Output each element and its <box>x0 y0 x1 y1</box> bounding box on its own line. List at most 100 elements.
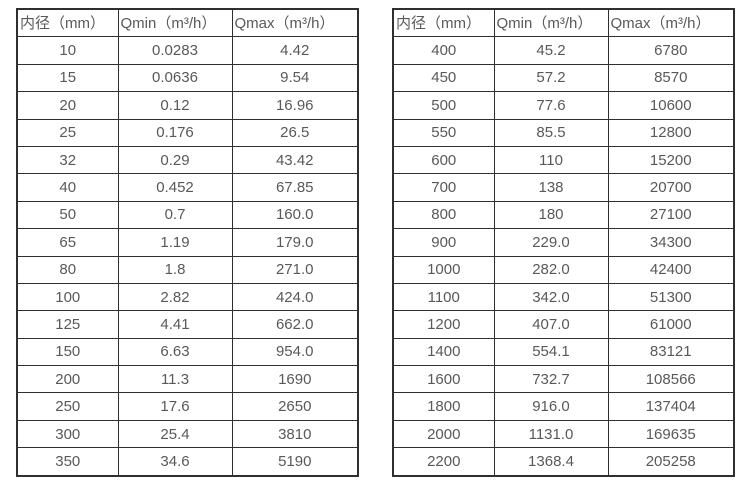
qmin-cell: 342.0 <box>493 282 609 312</box>
table-row: 1600 732.7 108566 <box>392 365 735 394</box>
qmin-cell: 45.2 <box>493 36 609 65</box>
table-row: 1400 554.1 83121 <box>392 337 735 367</box>
table-row: 500 77.6 10600 <box>392 91 735 120</box>
table-body: 400 45.2 6780 450 57.2 8570 500 77.6 10600 550 85.… <box>392 36 735 477</box>
table-row: 15 0.0636 9.54 <box>16 63 359 93</box>
qmax-cell: 1690 <box>231 365 359 394</box>
diameter-cell: 250 <box>16 392 119 421</box>
qmin-cell: 282.0 <box>493 255 609 284</box>
diameter-cell: 1600 <box>392 365 495 394</box>
header-row: 内径（mm） Qmin（m³/h） Qmax（m³/h） <box>16 8 359 38</box>
diameter-cell: 1000 <box>392 255 495 284</box>
flow-table-small-diameters: 内径（mm） Qmin（m³/h） Qmax（m³/h） 10 0.0283 4.42 1… <box>16 8 359 477</box>
diameter-cell: 100 <box>16 282 119 312</box>
qmin-cell: 1131.0 <box>493 419 609 449</box>
qmin-cell: 554.1 <box>493 337 609 367</box>
qmax-cell: 27100 <box>607 200 735 230</box>
qmin-cell: 4.41 <box>117 310 233 339</box>
table-row: 800 180 27100 <box>392 200 735 230</box>
table-row: 350 34.6 5190 <box>16 447 359 477</box>
column-header-qmax: Qmax（m³/h） <box>607 8 735 38</box>
qmin-cell: 11.3 <box>117 365 233 394</box>
qmin-cell: 85.5 <box>493 118 609 147</box>
qmin-cell: 0.0283 <box>117 36 233 65</box>
diameter-cell: 700 <box>392 173 495 202</box>
diameter-cell: 500 <box>392 91 495 120</box>
table-row: 2000 1131.0 169635 <box>392 419 735 449</box>
qmax-cell: 137404 <box>607 392 735 421</box>
qmax-cell: 205258 <box>607 447 735 477</box>
diameter-cell: 125 <box>16 310 119 339</box>
table-row: 600 110 15200 <box>392 145 735 175</box>
qmin-cell: 229.0 <box>493 228 609 257</box>
diameter-cell: 50 <box>16 200 119 230</box>
qmax-cell: 3810 <box>231 419 359 449</box>
diameter-cell: 200 <box>16 365 119 394</box>
qmin-cell: 34.6 <box>117 447 233 477</box>
qmax-cell: 83121 <box>607 337 735 367</box>
qmin-cell: 916.0 <box>493 392 609 421</box>
table-row: 25 0.176 26.5 <box>16 118 359 147</box>
diameter-cell: 65 <box>16 228 119 257</box>
diameter-cell: 1200 <box>392 310 495 339</box>
diameter-cell: 400 <box>392 36 495 65</box>
qmax-cell: 16.96 <box>231 91 359 120</box>
table-row: 32 0.29 43.42 <box>16 145 359 175</box>
qmax-cell: 424.0 <box>231 282 359 312</box>
qmin-cell: 407.0 <box>493 310 609 339</box>
qmax-cell: 61000 <box>607 310 735 339</box>
qmax-cell: 271.0 <box>231 255 359 284</box>
diameter-cell: 80 <box>16 255 119 284</box>
qmin-cell: 732.7 <box>493 365 609 394</box>
diameter-cell: 1100 <box>392 282 495 312</box>
table-row: 550 85.5 12800 <box>392 118 735 147</box>
table-header: 内径（mm） Qmin（m³/h） Qmax（m³/h） <box>392 8 735 38</box>
qmax-cell: 6780 <box>607 36 735 65</box>
table-row: 200 11.3 1690 <box>16 365 359 394</box>
qmin-cell: 110 <box>493 145 609 175</box>
qmax-cell: 34300 <box>607 228 735 257</box>
diameter-cell: 25 <box>16 118 119 147</box>
table-row: 250 17.6 2650 <box>16 392 359 421</box>
column-header-qmax: Qmax（m³/h） <box>231 8 359 38</box>
qmax-cell: 179.0 <box>231 228 359 257</box>
diameter-cell: 150 <box>16 337 119 367</box>
qmax-cell: 5190 <box>231 447 359 477</box>
diameter-cell: 40 <box>16 173 119 202</box>
qmin-cell: 0.29 <box>117 145 233 175</box>
qmax-cell: 43.42 <box>231 145 359 175</box>
qmax-cell: 67.85 <box>231 173 359 202</box>
qmax-cell: 2650 <box>231 392 359 421</box>
qmax-cell: 160.0 <box>231 200 359 230</box>
column-header-qmin: Qmin（m³/h） <box>117 8 233 38</box>
diameter-cell: 10 <box>16 36 119 65</box>
diameter-cell: 800 <box>392 200 495 230</box>
diameter-cell: 900 <box>392 228 495 257</box>
qmax-cell: 51300 <box>607 282 735 312</box>
table-row: 1800 916.0 137404 <box>392 392 735 421</box>
qmax-cell: 662.0 <box>231 310 359 339</box>
qmin-cell: 138 <box>493 173 609 202</box>
qmax-cell: 26.5 <box>231 118 359 147</box>
column-header-diameter: 内径（mm） <box>392 8 495 38</box>
qmin-cell: 0.7 <box>117 200 233 230</box>
table-row: 300 25.4 3810 <box>16 419 359 449</box>
diameter-cell: 2000 <box>392 419 495 449</box>
qmax-cell: 20700 <box>607 173 735 202</box>
table-row: 1100 342.0 51300 <box>392 282 735 312</box>
diameter-cell: 32 <box>16 145 119 175</box>
table-row: 40 0.452 67.85 <box>16 173 359 202</box>
column-header-qmin: Qmin（m³/h） <box>493 8 609 38</box>
diameter-cell: 550 <box>392 118 495 147</box>
diameter-cell: 600 <box>392 145 495 175</box>
qmin-cell: 1.19 <box>117 228 233 257</box>
diameter-cell: 1400 <box>392 337 495 367</box>
column-header-diameter: 内径（mm） <box>16 8 119 38</box>
qmax-cell: 4.42 <box>231 36 359 65</box>
diameter-cell: 350 <box>16 447 119 477</box>
qmax-cell: 8570 <box>607 63 735 93</box>
qmax-cell: 10600 <box>607 91 735 120</box>
qmin-cell: 17.6 <box>117 392 233 421</box>
qmax-cell: 9.54 <box>231 63 359 93</box>
table-header: 内径（mm） Qmin（m³/h） Qmax（m³/h） <box>16 8 359 38</box>
